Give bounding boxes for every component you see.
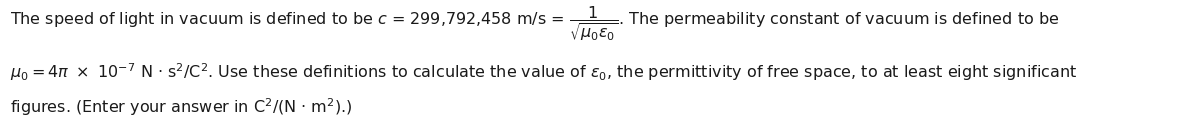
Text: figures. (Enter your answer in C$^2$/(N $\cdot$ m$^2$).): figures. (Enter your answer in C$^2$/(N … — [10, 96, 352, 118]
Text: The speed of light in vacuum is defined to be $c$ = 299,792,458 m/s = $\dfrac{\ : The speed of light in vacuum is defined … — [10, 5, 1058, 44]
Text: $\mu_0 = 4\pi\ \times\ 10^{-7}$ N $\cdot$ s$^2$/C$^2$. Use these definitions to : $\mu_0 = 4\pi\ \times\ 10^{-7}$ N $\cdot… — [10, 62, 1076, 83]
